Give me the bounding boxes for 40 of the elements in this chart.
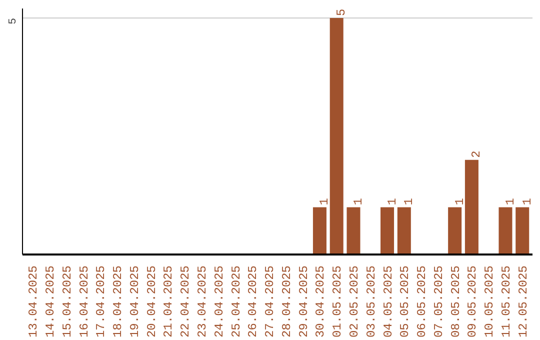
x-tick-label: 22.04.2025	[178, 265, 193, 338]
x-tick-label: 27.04.2025	[263, 265, 278, 338]
x-tick-label: 15.04.2025	[60, 265, 74, 338]
x-tick-label: 17.04.2025	[94, 265, 108, 338]
data-label: 1	[402, 198, 416, 206]
x-tick-label: 10.05.2025	[482, 265, 497, 338]
x-tick-label: 03.05.2025	[364, 265, 378, 338]
data-label: 5	[334, 8, 349, 16]
x-tick-label: 09.05.2025	[466, 265, 480, 338]
x-tick-label: 21.04.2025	[162, 265, 176, 338]
data-label: 1	[351, 198, 366, 206]
x-tick-label: 19.04.2025	[128, 265, 142, 338]
data-label: 2	[470, 150, 484, 158]
data-label: 1	[503, 198, 518, 206]
x-tick-label: 13.04.2025	[26, 265, 41, 338]
x-tick-label: 05.05.2025	[398, 265, 412, 338]
data-label: 1	[520, 198, 534, 206]
x-tick-label: 29.04.2025	[296, 265, 311, 338]
data-label: 1	[385, 198, 400, 206]
x-tick-label: 02.05.2025	[347, 265, 362, 338]
x-tick-label: 11.05.2025	[499, 265, 514, 338]
x-tick-label: 04.05.2025	[381, 265, 396, 338]
x-tick-label: 28.04.2025	[280, 265, 294, 338]
x-tick-label: 18.04.2025	[111, 265, 126, 338]
data-label: 1	[452, 198, 467, 206]
x-tick-label: 06.05.2025	[415, 265, 430, 338]
x-tick-label: 23.04.2025	[196, 265, 210, 338]
x-tick-label: 16.04.2025	[77, 265, 92, 338]
x-tick-label: 12.05.2025	[516, 265, 530, 338]
x-tick-label: 30.04.2025	[314, 265, 328, 338]
x-tick-label: 24.04.2025	[212, 265, 226, 338]
x-tick-label: 01.05.2025	[330, 265, 345, 338]
x-tick-label: 20.04.2025	[144, 265, 159, 338]
data-label: 1	[318, 198, 332, 206]
x-tick-label: 07.05.2025	[432, 265, 446, 338]
x-tick-label: 08.05.2025	[448, 265, 463, 338]
ref-line-label: 5	[8, 18, 20, 24]
x-tick-label: 26.04.2025	[246, 265, 260, 338]
x-tick-label: 14.04.2025	[44, 265, 58, 338]
x-tick-label: 25.04.2025	[229, 265, 244, 338]
